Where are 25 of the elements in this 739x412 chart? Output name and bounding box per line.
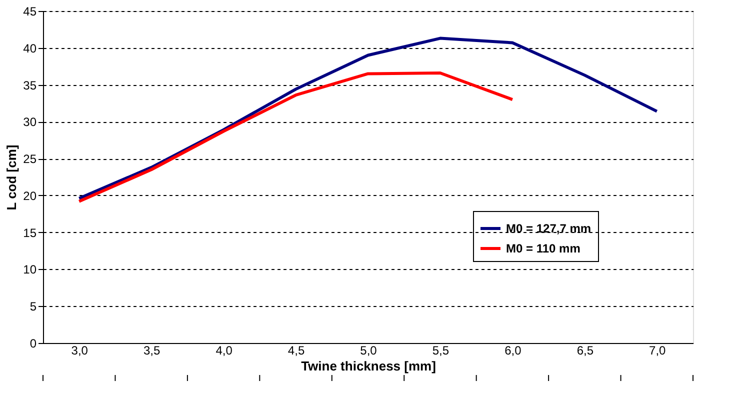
legend-label: M0 = 110 mm <box>506 242 580 256</box>
x-tick-label: 7,0 <box>649 344 666 358</box>
x-tick-label: 5,0 <box>360 344 378 358</box>
x-tick-label: 5,5 <box>432 344 450 358</box>
y-tick-label: 0 <box>30 336 37 350</box>
y-tick-label: 25 <box>23 152 37 166</box>
x-tick-label: 6,0 <box>504 344 522 358</box>
y-tick-label: 15 <box>23 226 37 240</box>
y-tick-label: 10 <box>23 262 37 277</box>
legend-label: M0 = 127,7 mm <box>506 222 592 236</box>
x-tick-label: 4,0 <box>216 344 233 358</box>
x-tick-label: 3,5 <box>143 344 160 358</box>
line-series <box>78 36 658 200</box>
y-tick-label: 30 <box>23 115 37 130</box>
y-tick-label: 20 <box>23 188 37 203</box>
y-tick-label: 5 <box>30 300 37 314</box>
line-series <box>78 71 514 203</box>
x-axis-title: Twine thickness [mm] <box>301 358 436 374</box>
y-tick-label: 45 <box>23 4 37 18</box>
x-tick-label: 3,0 <box>71 344 88 358</box>
y-tick-label: 40 <box>23 41 37 56</box>
x-tick-label: 4,5 <box>288 344 305 358</box>
x-tick-label: 6,5 <box>576 344 594 358</box>
y-axis-title: L cod [cm] <box>4 144 20 210</box>
y-tick-label: 35 <box>23 78 37 92</box>
